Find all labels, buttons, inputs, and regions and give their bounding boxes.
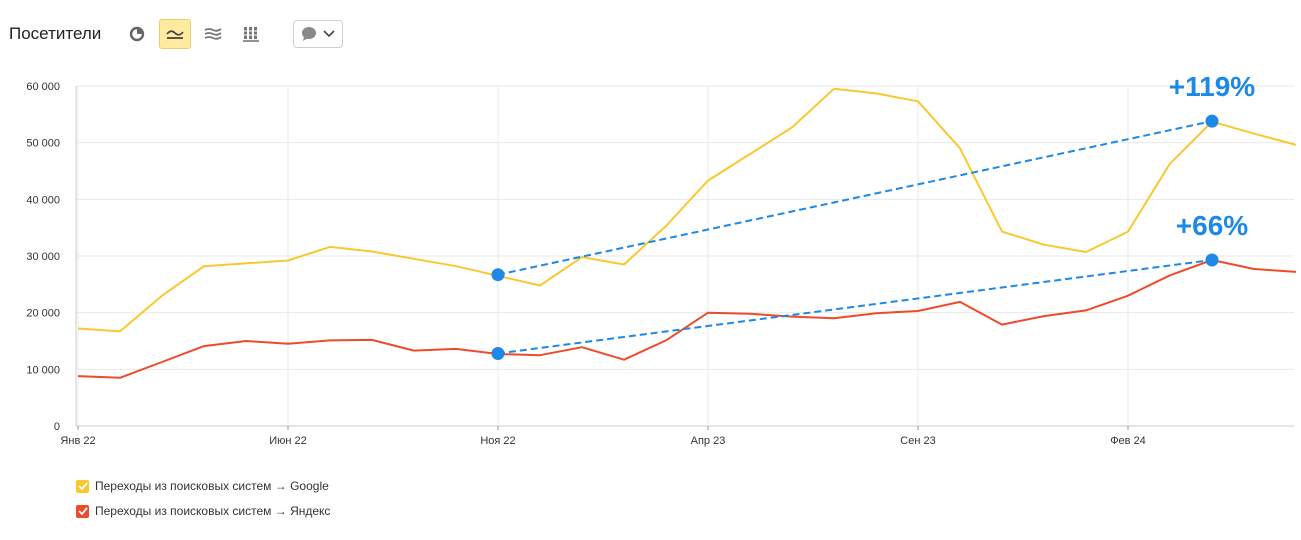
y-tick-label: 50 000	[26, 138, 60, 150]
y-tick-label: 60 000	[26, 81, 60, 93]
series-line-google	[77, 87, 1297, 333]
y-tick-label: 30 000	[26, 251, 60, 263]
checkmark-icon	[77, 482, 88, 490]
trend-end-point	[1205, 114, 1219, 128]
trend-line	[497, 120, 1213, 276]
x-tick-label: Апр 23	[691, 435, 726, 447]
stacked-bar-button[interactable]	[235, 19, 267, 49]
annotations-dropdown[interactable]	[293, 20, 344, 48]
stacked-bar-icon	[243, 27, 260, 42]
y-tick-label: 40 000	[26, 194, 60, 206]
y-tick-label: 20 000	[26, 308, 60, 320]
legend-label-yandex: Переходы из поисковых систем → Яндекс	[95, 504, 331, 518]
legend-item-yandex[interactable]: Переходы из поисковых систем → Яндекс	[76, 504, 330, 518]
chevron-down-icon	[323, 30, 335, 38]
trend-line	[497, 258, 1213, 355]
y-tick-label: 0	[54, 421, 60, 433]
line-chart-button[interactable]	[159, 19, 192, 49]
stacked-area-icon	[204, 28, 222, 40]
y-tick-label: 10 000	[26, 364, 60, 376]
x-tick-label: Ноя 22	[480, 435, 515, 447]
trend-start-point	[491, 346, 505, 360]
trend-end-point	[1205, 253, 1219, 267]
line-chart-icon	[166, 30, 184, 39]
checkbox-yandex[interactable]	[76, 504, 89, 518]
trend-start-point	[491, 268, 505, 282]
line-chart: 0 10 000 20 000 30 000 40 000 50 000 60 000 Янв…	[26, 71, 1297, 447]
x-tick-label: Июн 22	[269, 435, 307, 447]
pie-chart-icon	[130, 26, 145, 42]
stacked-area-button[interactable]	[197, 19, 229, 49]
legend-label-google: Переходы из поисковых систем → Google	[95, 479, 329, 493]
series-line-yandex	[77, 259, 1297, 379]
page-title: Посетители	[9, 24, 102, 43]
legend-item-google[interactable]: Переходы из поисковых систем → Google	[76, 479, 329, 493]
comment-icon	[302, 27, 317, 41]
trend-label: +119%	[1169, 71, 1256, 102]
chart-toolbar: Посетители	[9, 19, 344, 49]
x-tick-label: Сен 23	[900, 435, 935, 447]
trend-label: +66%	[1176, 210, 1248, 241]
pie-chart-button[interactable]	[121, 19, 153, 49]
x-tick-label: Фев 24	[1110, 435, 1146, 447]
checkmark-icon	[77, 507, 88, 515]
x-tick-label: Янв 22	[60, 435, 95, 447]
checkbox-google[interactable]	[76, 479, 89, 493]
